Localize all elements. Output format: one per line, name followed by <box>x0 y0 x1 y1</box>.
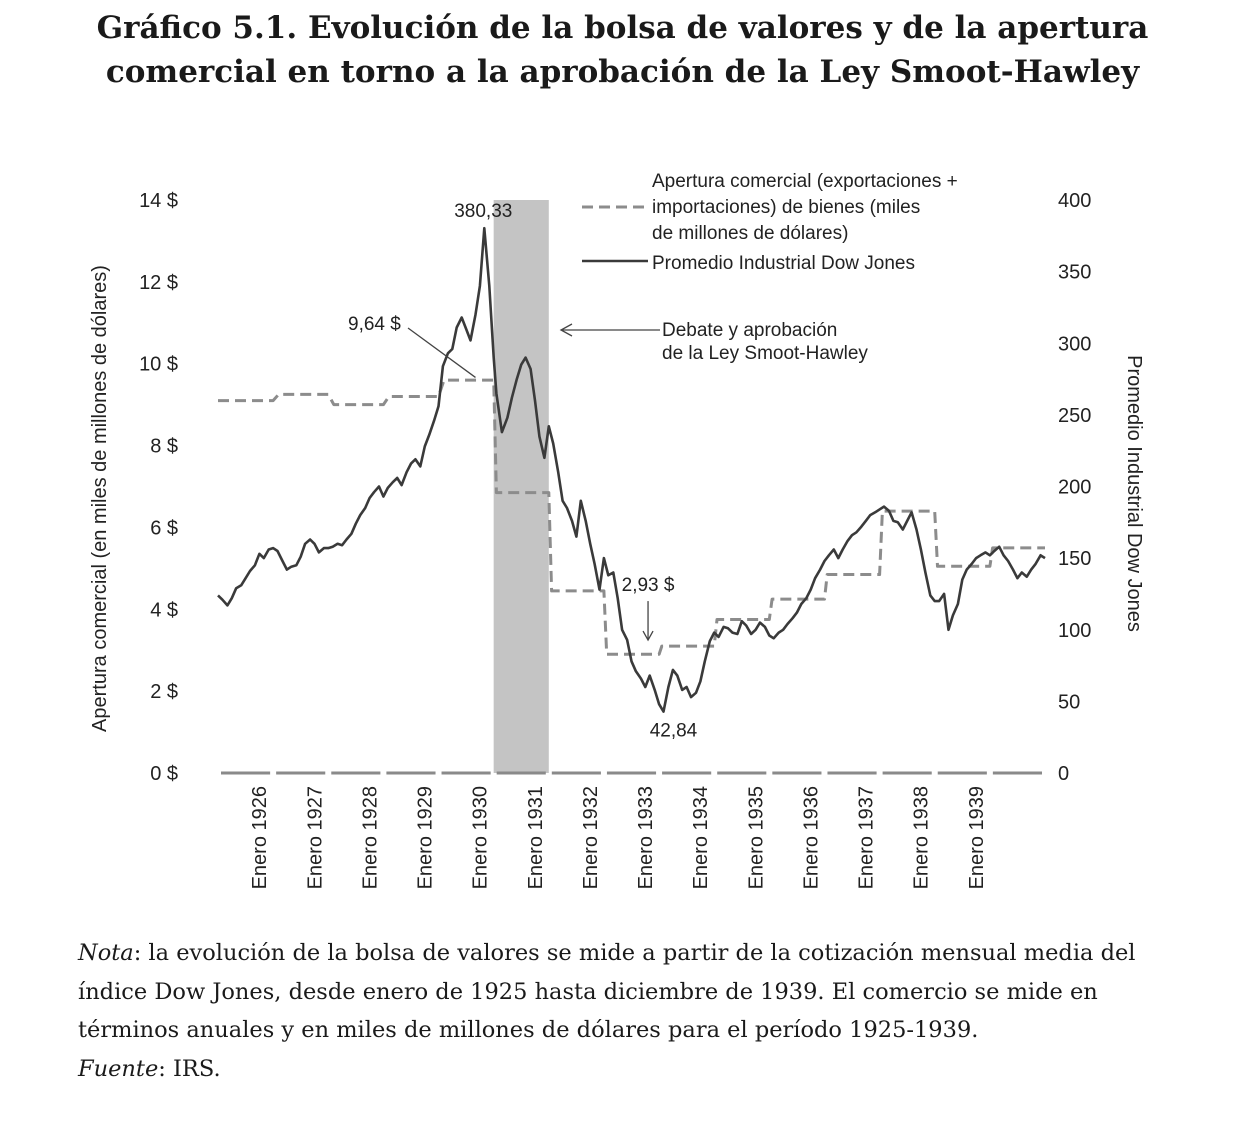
y-left-tick-label: 6 $ <box>150 517 178 539</box>
y-left-tick-label: 2 $ <box>150 681 178 703</box>
x-tick-label: Enero 1931 <box>525 786 547 889</box>
y-right-tick-label: 150 <box>1058 548 1091 570</box>
annotation-trade-low: 2,93 $ <box>622 575 675 596</box>
x-tick-label: Enero 1934 <box>690 786 712 889</box>
annotation-debate-arrowhead <box>559 323 573 337</box>
x-tick-label: Enero 1938 <box>911 786 933 889</box>
y-right-tick-label: 50 <box>1058 691 1080 713</box>
y-left-tick-label: 14 $ <box>139 190 178 212</box>
x-tick-label: Enero 1933 <box>635 786 657 889</box>
annotation-debate-label: Debate y aprobación <box>662 320 837 341</box>
y-right-tick-label: 300 <box>1058 333 1091 355</box>
trade-openness-series <box>218 378 1045 656</box>
legend-trade-label: Apertura comercial (exportaciones + <box>652 171 958 192</box>
legend-dow-label: Promedio Industrial Dow Jones <box>652 253 915 274</box>
y-left-axis-title: Apertura comercial (en miles de millones… <box>89 265 111 732</box>
y-left-tick-label: 8 $ <box>150 436 178 458</box>
y-right-tick-label: 200 <box>1058 477 1091 499</box>
source-paragraph: Fuente: IRS. <box>78 1050 1178 1089</box>
title-line-1: Gráfico 5.1. Evolución de la bolsa de va… <box>96 10 1149 46</box>
annotation-dow-peak: 380,33 <box>454 201 512 222</box>
legend-trade-label: importaciones) de bienes (miles <box>652 197 920 218</box>
x-tick-label: Enero 1939 <box>966 786 988 889</box>
y-left-tick-label: 4 $ <box>150 599 178 621</box>
y-left-tick-label: 10 $ <box>139 354 178 376</box>
y-right-axis-title: Promedio Industrial Dow Jones <box>1123 355 1145 632</box>
annotation-debate-label: de la Ley Smoot-Hawley <box>662 343 868 364</box>
annotation-trade-peak: 9,64 $ <box>348 314 401 335</box>
x-tick-label: Enero 1937 <box>856 786 878 889</box>
x-tick-label: Enero 1929 <box>415 786 437 889</box>
y-right-tick-label: 400 <box>1058 190 1091 212</box>
x-tick-label: Enero 1935 <box>745 786 767 889</box>
smoot-hawley-shaded-period <box>493 200 549 773</box>
y-left-tick-label: 12 $ <box>139 272 178 294</box>
chart-title: Gráfico 5.1. Evolución de la bolsa de va… <box>0 6 1245 94</box>
note-paragraph: Nota: la evolución de la bolsa de valore… <box>78 934 1178 1050</box>
chart-note: Nota: la evolución de la bolsa de valore… <box>78 934 1178 1088</box>
x-tick-label: Enero 1932 <box>580 786 602 889</box>
legend-trade-label: de millones de dólares) <box>652 223 848 244</box>
dow-jones-series <box>217 226 1046 713</box>
y-right-tick-label: 0 <box>1058 763 1069 785</box>
x-tick-label: Enero 1927 <box>304 786 326 889</box>
note-text: : la evolución de la bolsa de valores se… <box>78 940 1136 1043</box>
annotation-dow-trough: 42,84 <box>650 721 698 742</box>
x-tick-label: Enero 1930 <box>470 786 492 889</box>
annotation-trade-low-arrowhead <box>642 630 654 642</box>
x-tick-label: Enero 1928 <box>359 786 381 889</box>
x-tick-label: Enero 1926 <box>249 786 271 889</box>
y-right-tick-label: 350 <box>1058 262 1091 284</box>
y-right-tick-label: 100 <box>1058 620 1091 642</box>
source-text: : IRS. <box>158 1055 221 1082</box>
annotation-trade-peak-pointer <box>407 327 476 378</box>
chart-svg: Enero 1926 Enero 1927 Enero 1928 Enero 1929… <box>89 171 1145 889</box>
y-left-tick-label: 0 $ <box>150 763 178 785</box>
note-label: Nota <box>78 940 134 966</box>
x-tick-label: Enero 1936 <box>800 786 822 889</box>
source-label: Fuente <box>78 1055 159 1082</box>
title-line-2: comercial en torno a la aprobación de la… <box>105 54 1140 90</box>
y-right-tick-label: 250 <box>1058 405 1091 427</box>
